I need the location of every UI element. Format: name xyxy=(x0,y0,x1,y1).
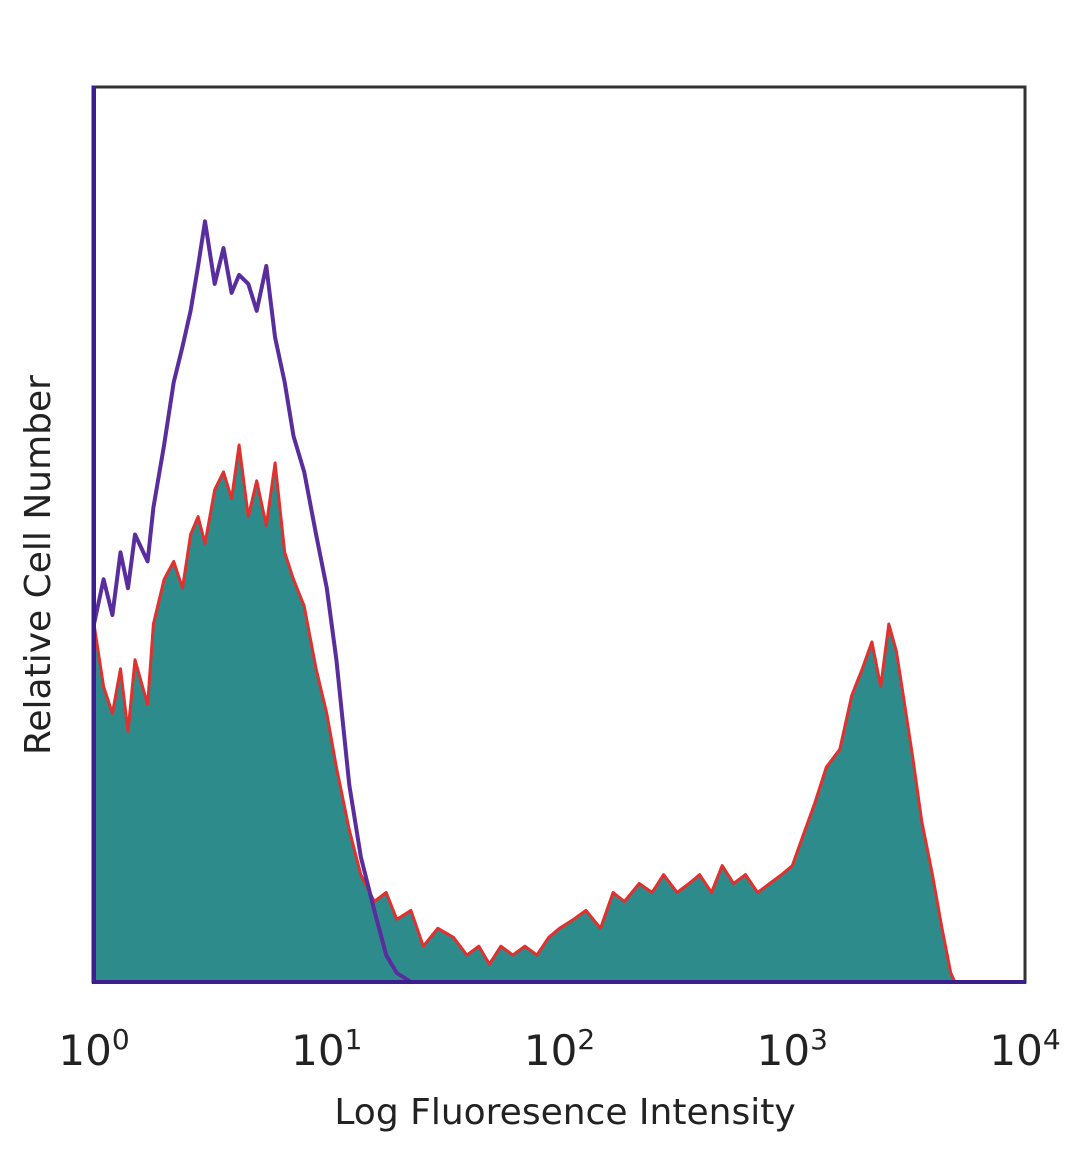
x-tick-labels: 100 101 102 103 104 xyxy=(58,1023,1060,1075)
series-1-line xyxy=(92,219,424,984)
y-axis-label: Relative Cell Number xyxy=(18,375,59,755)
x-tick-label-1: 101 xyxy=(291,1023,362,1075)
x-tick-label-0: 100 xyxy=(58,1023,129,1075)
series-layer xyxy=(92,219,957,984)
x-tick-label-3: 103 xyxy=(757,1023,828,1075)
series-0-edge-line xyxy=(92,443,957,983)
series-0-area xyxy=(94,445,955,982)
x-axis-label: Log Fluoresence Intensity xyxy=(334,1092,795,1133)
x-tick-label-2: 102 xyxy=(524,1023,595,1075)
x-tick-label-4: 104 xyxy=(989,1023,1060,1075)
